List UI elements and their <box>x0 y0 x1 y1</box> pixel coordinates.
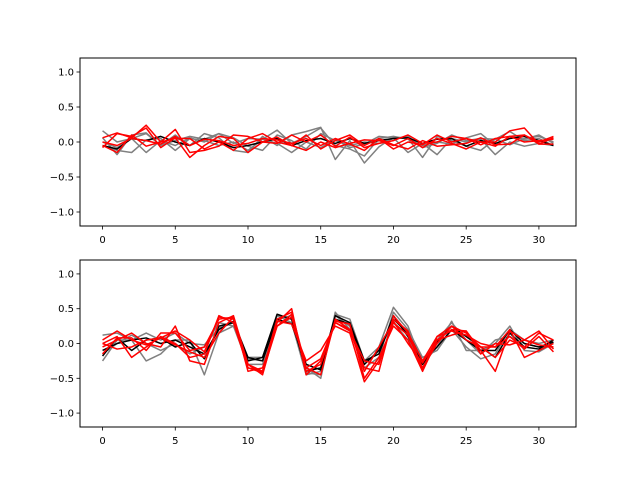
x-tick-label: 0 <box>99 235 105 246</box>
y-tick-label: −1.0 <box>50 208 74 219</box>
x-tick-label: 10 <box>242 235 255 246</box>
x-tick-label: 15 <box>314 235 327 246</box>
series-line-10 <box>102 316 555 373</box>
y-tick-label: 1.0 <box>58 269 74 280</box>
y-tick-label: 0.5 <box>58 304 74 315</box>
y-tick-label: −0.5 <box>50 374 74 385</box>
x-tick-label: 25 <box>460 235 473 246</box>
y-tick-label: −0.5 <box>50 173 74 184</box>
series-line-9 <box>101 313 554 374</box>
x-tick-label: 5 <box>172 235 178 246</box>
x-tick-label: 30 <box>533 436 546 447</box>
x-tick-label: 15 <box>314 436 327 447</box>
y-tick-label: 1.0 <box>58 68 74 79</box>
series-line-3 <box>102 135 554 156</box>
series-line-9 <box>102 134 554 152</box>
x-tick-label: 30 <box>533 235 546 246</box>
series-line-8 <box>102 311 554 376</box>
plot-panel-2: 0 5 10 15 20 25 30 −1.0 −0.5 0.0 0.5 1.0 <box>50 259 577 447</box>
x-tick-label: 0 <box>99 436 105 447</box>
series-group <box>101 124 554 164</box>
x-tick-label: 10 <box>242 436 255 447</box>
y-tick-label: 0.0 <box>58 138 74 149</box>
x-tick-label: 5 <box>172 436 178 447</box>
y-tick-label: 0.0 <box>58 339 74 350</box>
x-tick-label: 25 <box>460 436 473 447</box>
series-line-7 <box>102 124 554 154</box>
x-tick-label: 20 <box>387 235 400 246</box>
y-tick-label: −1.0 <box>50 409 74 420</box>
plot-panel-1: 0 5 10 15 20 25 30 −1.0 −0.5 0.0 0.5 1.0 <box>50 57 577 246</box>
y-tick-label: 0.5 <box>58 103 74 114</box>
x-tick-label: 20 <box>387 436 400 447</box>
series-group <box>101 306 555 383</box>
